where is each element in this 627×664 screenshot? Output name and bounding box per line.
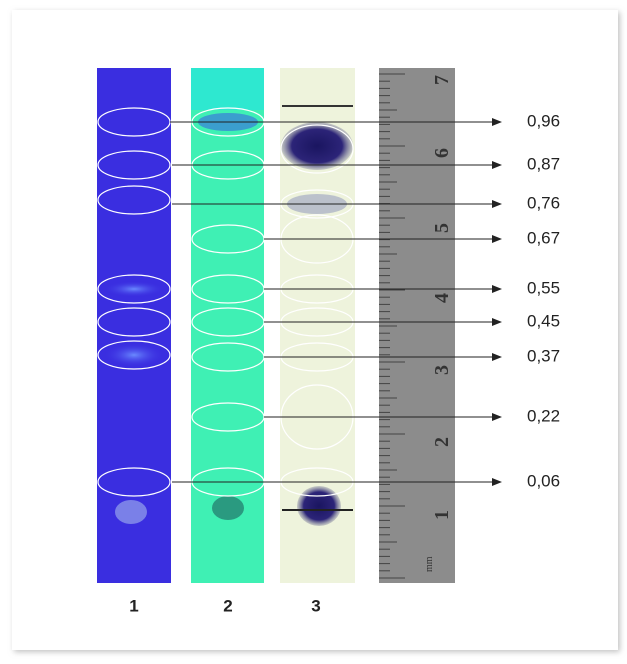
ruler-number: 6 <box>431 148 453 158</box>
lane-label: 2 <box>223 596 232 615</box>
rf-label: 0,96 <box>527 111 560 130</box>
rf-label: 0,37 <box>527 346 560 365</box>
ruler-number: 3 <box>431 365 453 375</box>
rf-label: 0,67 <box>527 228 560 247</box>
rf-label: 0,06 <box>527 471 560 490</box>
spot <box>115 500 147 524</box>
figure: 1 2 3 4 5 6 7 mm 0,96 0,87 0,76 0,67 0,55 0,45 0,37 0… <box>0 0 627 659</box>
rf-label: 0,45 <box>527 311 560 330</box>
spot <box>104 343 164 367</box>
ruler-number: 4 <box>431 293 453 303</box>
page: {"lanes": [{"label": "1"}, {"label": "2"… <box>0 0 627 659</box>
spot <box>281 122 353 170</box>
spot <box>297 486 341 526</box>
rf-label: 0,76 <box>527 193 560 212</box>
ruler-number: 7 <box>431 75 453 85</box>
rf-label: 0,22 <box>527 406 560 425</box>
solvent-front <box>191 68 264 110</box>
rf-label: 0,87 <box>527 154 560 173</box>
ruler-number: 5 <box>431 223 453 233</box>
rf-label: 0,55 <box>527 278 560 297</box>
ruler-number: 1 <box>431 510 453 520</box>
lane-label: 3 <box>311 596 320 615</box>
ruler-unit: mm <box>424 556 435 572</box>
ruler-number: 2 <box>431 437 453 447</box>
lane-label: 1 <box>129 596 138 615</box>
spot <box>104 281 164 297</box>
spot <box>212 496 244 520</box>
